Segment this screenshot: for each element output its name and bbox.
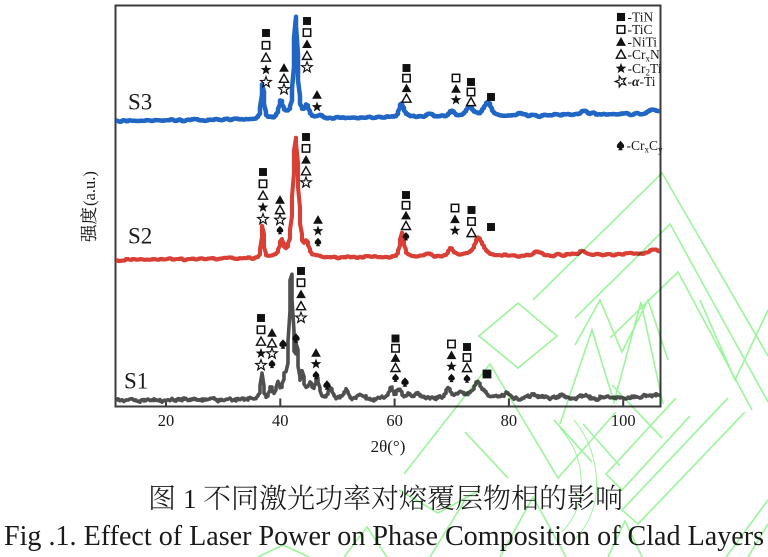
svg-text:-CrxCy: -CrxCy <box>627 138 664 155</box>
svg-text:80: 80 <box>501 411 518 430</box>
svg-text:S2: S2 <box>128 224 152 249</box>
svg-text:S1: S1 <box>124 369 148 394</box>
svg-text:100: 100 <box>611 411 636 430</box>
svg-text:-CrxN: -CrxN <box>628 47 661 64</box>
svg-text:(a.u.): (a.u.) <box>80 171 99 206</box>
svg-text:40: 40 <box>272 411 289 430</box>
svg-text:1: 1 <box>183 484 197 514</box>
svg-text:60: 60 <box>386 411 403 430</box>
svg-text:S3: S3 <box>128 90 152 115</box>
svg-text:-NiTi: -NiTi <box>628 35 658 50</box>
svg-text:Fig .1. Effect of Laser Power: Fig .1. Effect of Laser Power on Phase C… <box>4 521 764 552</box>
svg-text:2θ(°): 2θ(°) <box>371 437 406 456</box>
svg-text:20: 20 <box>158 411 175 430</box>
svg-text:-TiC: -TiC <box>628 22 653 37</box>
svg-text:-α-Ti: -α-Ti <box>628 74 656 89</box>
svg-text:-TiN: -TiN <box>628 10 654 25</box>
svg-text:-Cr2Ti: -Cr2Ti <box>628 61 662 78</box>
